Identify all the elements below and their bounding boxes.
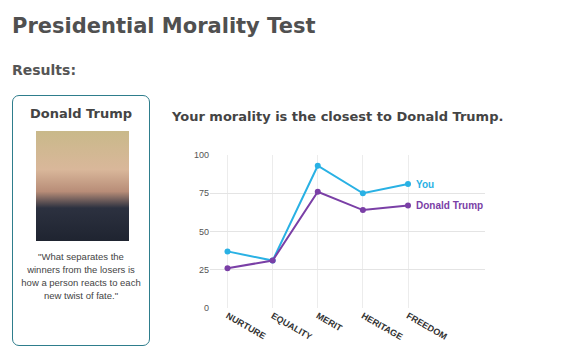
- html-text:Your morality is the closest t: Your morality is the closest to Donald T…: [172, 109, 504, 124]
- svg-text:NURTURE: NURTURE: [224, 310, 267, 341]
- svg-text:100: 100: [194, 150, 209, 160]
- html-text:Results:: Results:: [12, 62, 76, 78]
- svg-text:Donald Trump: Donald Trump: [416, 200, 483, 211]
- svg-text:25: 25: [199, 265, 209, 275]
- svg-text:50: 50: [199, 227, 209, 237]
- svg-text:0: 0: [204, 303, 209, 313]
- svg-text:HERITAGE: HERITAGE: [360, 310, 405, 342]
- html-text:"What separates the winners fr: "What separates the winners from the los…: [21, 251, 141, 301]
- svg-text:MERIT: MERIT: [315, 310, 345, 333]
- svg-text:75: 75: [199, 188, 209, 198]
- html-text:Presidential Morality Test: Presidential Morality Test: [12, 14, 316, 38]
- svg-text:EQUALITY: EQUALITY: [269, 310, 313, 341]
- svg-text:FREEDOM: FREEDOM: [405, 310, 449, 341]
- svg-text:You: You: [416, 179, 434, 190]
- html-text:Donald Trump: Donald Trump: [30, 106, 132, 121]
